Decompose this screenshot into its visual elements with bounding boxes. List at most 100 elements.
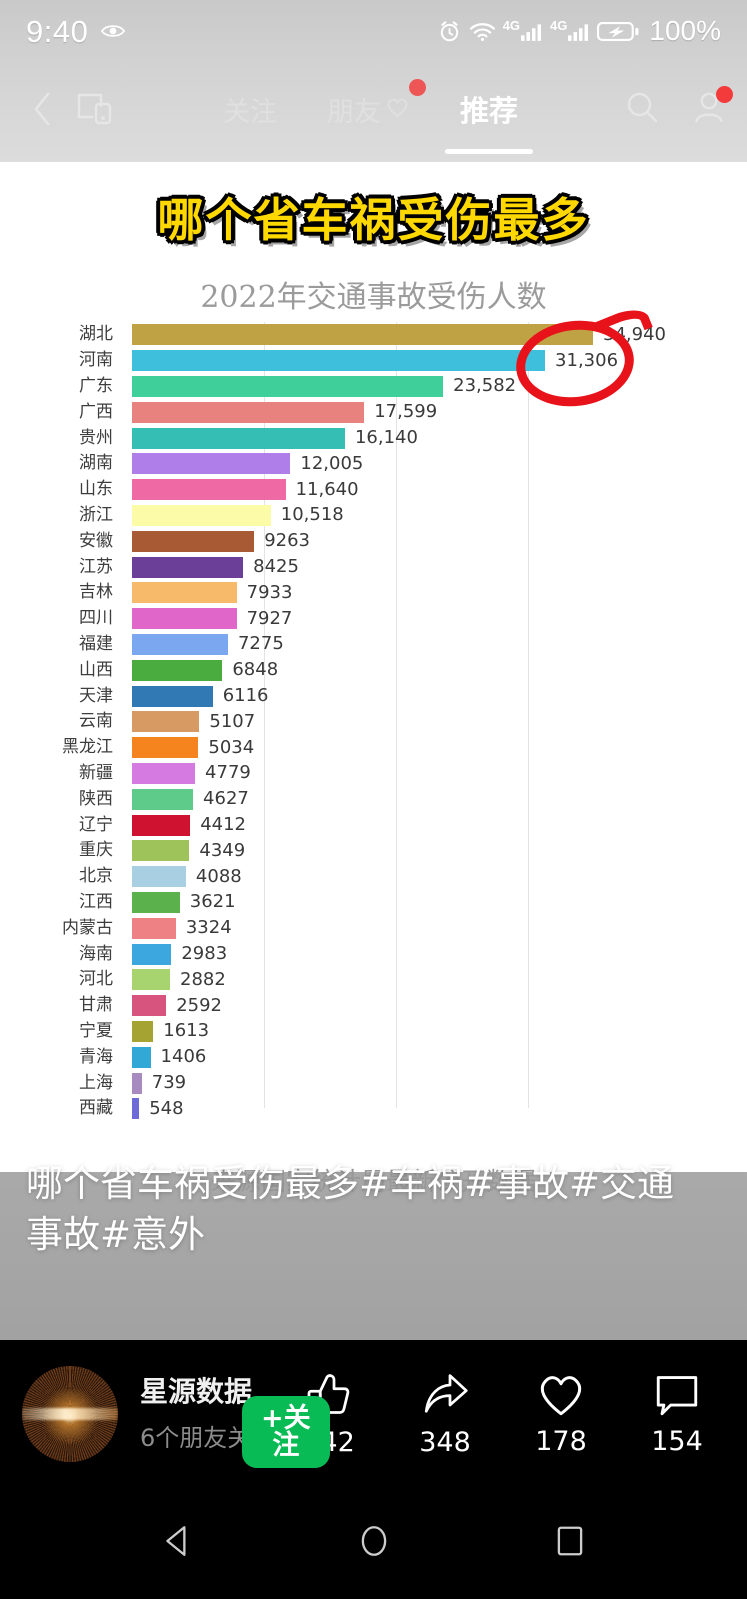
cast-device-icon: [77, 93, 112, 125]
bar-value-label: 3621: [189, 891, 236, 913]
search-button[interactable]: [625, 90, 659, 129]
chart-row: 湖南 12,005: [0, 451, 747, 477]
signal-4g-icon-1: 4G: [503, 19, 543, 41]
bar-category-label: 吉林: [79, 582, 113, 603]
bar: [132, 582, 237, 604]
bar: [132, 530, 255, 552]
bar: [132, 556, 244, 578]
triangle-back-icon: [165, 1525, 186, 1556]
share-count: 348: [419, 1426, 471, 1458]
avatar-highlight: [22, 1407, 118, 1421]
chart-card: 哪个省车祸受伤最多 2022年交通事故受伤人数 湖北 34,940 河南 31,306…: [0, 162, 747, 1196]
chart-gridline: [263, 322, 265, 1108]
bar-category-label: 山西: [79, 659, 113, 680]
app-top-nav: 关注 朋友 推荐: [0, 68, 747, 154]
bar-category-label: 江西: [79, 891, 113, 912]
bar-value-label: 34,940: [603, 323, 666, 345]
favorite-button[interactable]: 178: [525, 1371, 597, 1457]
bar-value-label: 739: [151, 1072, 187, 1094]
bar-category-label: 辽宁: [79, 814, 113, 835]
bar-value-label: 4412: [200, 814, 247, 836]
chart-row: 内蒙古 3324: [0, 915, 747, 941]
tab-pengyou[interactable]: 朋友: [325, 78, 426, 133]
post-caption[interactable]: 哪个省车祸受伤最多#车祸#事故#交通事故#意外: [26, 1162, 675, 1257]
bar-category-label: 湖南: [79, 453, 113, 474]
bottom-action-bar: 星源数据 6个朋友关注 +关注 142 348: [0, 1345, 747, 1482]
chart-row: 西藏 548: [0, 1096, 747, 1122]
bar: [132, 375, 444, 397]
bar-category-label: 新疆: [79, 762, 113, 783]
chart-row: 重庆 4349: [0, 838, 747, 864]
bar: [132, 401, 365, 423]
android-back-button[interactable]: [148, 1511, 208, 1571]
chart-row: 陕西 4627: [0, 786, 747, 812]
bar-value-label: 7933: [246, 581, 293, 603]
bar-category-label: 四川: [79, 608, 113, 629]
bar-category-label: 北京: [79, 866, 113, 887]
android-recents-button[interactable]: [540, 1511, 600, 1571]
bar-category-label: 浙江: [79, 504, 113, 525]
follow-button[interactable]: +关注: [242, 1396, 330, 1468]
alarm-icon: [437, 19, 462, 44]
chevron-left-icon: [34, 92, 50, 126]
bar-value-label: 7927: [246, 607, 293, 629]
chart-row: 河南 31,306: [0, 348, 747, 374]
heart-icon: [540, 1375, 582, 1415]
action-buttons: 142 348 178 154: [293, 1370, 725, 1458]
bar-category-label: 安徽: [79, 530, 113, 551]
status-bar: 9:40: [0, 0, 747, 62]
avatar[interactable]: [22, 1365, 118, 1462]
user-name[interactable]: 星源数据: [140, 1375, 253, 1408]
chart-row: 新疆 4779: [0, 761, 747, 787]
back-button[interactable]: [22, 92, 62, 126]
chart-row: 天津 6116: [0, 683, 747, 709]
comment-icon: [656, 1375, 698, 1415]
bar-value-label: 548: [149, 1097, 184, 1119]
bar: [132, 453, 291, 475]
chart-row: 辽宁 4412: [0, 812, 747, 838]
bar: [132, 814, 191, 836]
bar: [132, 427, 345, 449]
chart-row: 安徽 9263: [0, 528, 747, 554]
bar: [132, 504, 271, 526]
bar-category-label: 黑龙江: [62, 737, 113, 758]
bar-value-label: 2592: [176, 994, 222, 1016]
bar: [132, 608, 237, 630]
tab-guanzhu[interactable]: 关注: [221, 86, 279, 133]
bar-category-label: 青海: [79, 1046, 113, 1067]
chart-row: 海南 2983: [0, 941, 747, 967]
tab-tuijian[interactable]: 推荐: [444, 84, 533, 154]
status-bar-left: 9:40: [26, 16, 126, 47]
chart-row: 贵州 16,140: [0, 425, 747, 451]
chart-row: 青海 1406: [0, 1044, 747, 1070]
bar-category-label: 山东: [79, 479, 113, 500]
bar: [132, 840, 190, 862]
bar-category-label: 广西: [79, 401, 113, 422]
bar: [132, 659, 223, 681]
chart-row: 福建 7275: [0, 632, 747, 658]
bar-category-label: 江苏: [79, 556, 113, 577]
bar: [132, 866, 186, 888]
bar: [132, 479, 286, 501]
share-button[interactable]: 348: [409, 1370, 481, 1458]
chart-row: 宁夏 1613: [0, 1019, 747, 1045]
bar-value-label: 10,518: [280, 504, 344, 526]
bar-value-label: 5034: [208, 736, 255, 758]
comment-button[interactable]: 154: [641, 1371, 713, 1457]
bar-value-label: 1613: [163, 1020, 210, 1042]
bar-category-label: 内蒙古: [62, 917, 113, 938]
battery-percent: 100%: [649, 15, 721, 46]
android-home-button[interactable]: [344, 1511, 404, 1571]
bar-category-label: 上海: [79, 1072, 113, 1093]
square-recents-icon: [557, 1526, 582, 1555]
profile-button[interactable]: [693, 85, 733, 129]
bar-value-label: 23,582: [453, 375, 517, 397]
person-icon: [695, 92, 723, 122]
bar-value-label: 6848: [232, 659, 279, 681]
bar-category-label: 云南: [79, 711, 113, 732]
android-nav-bar: [0, 1482, 747, 1599]
wifi-icon: [469, 21, 496, 42]
cast-device-button[interactable]: [70, 91, 122, 127]
bar: [132, 633, 228, 655]
